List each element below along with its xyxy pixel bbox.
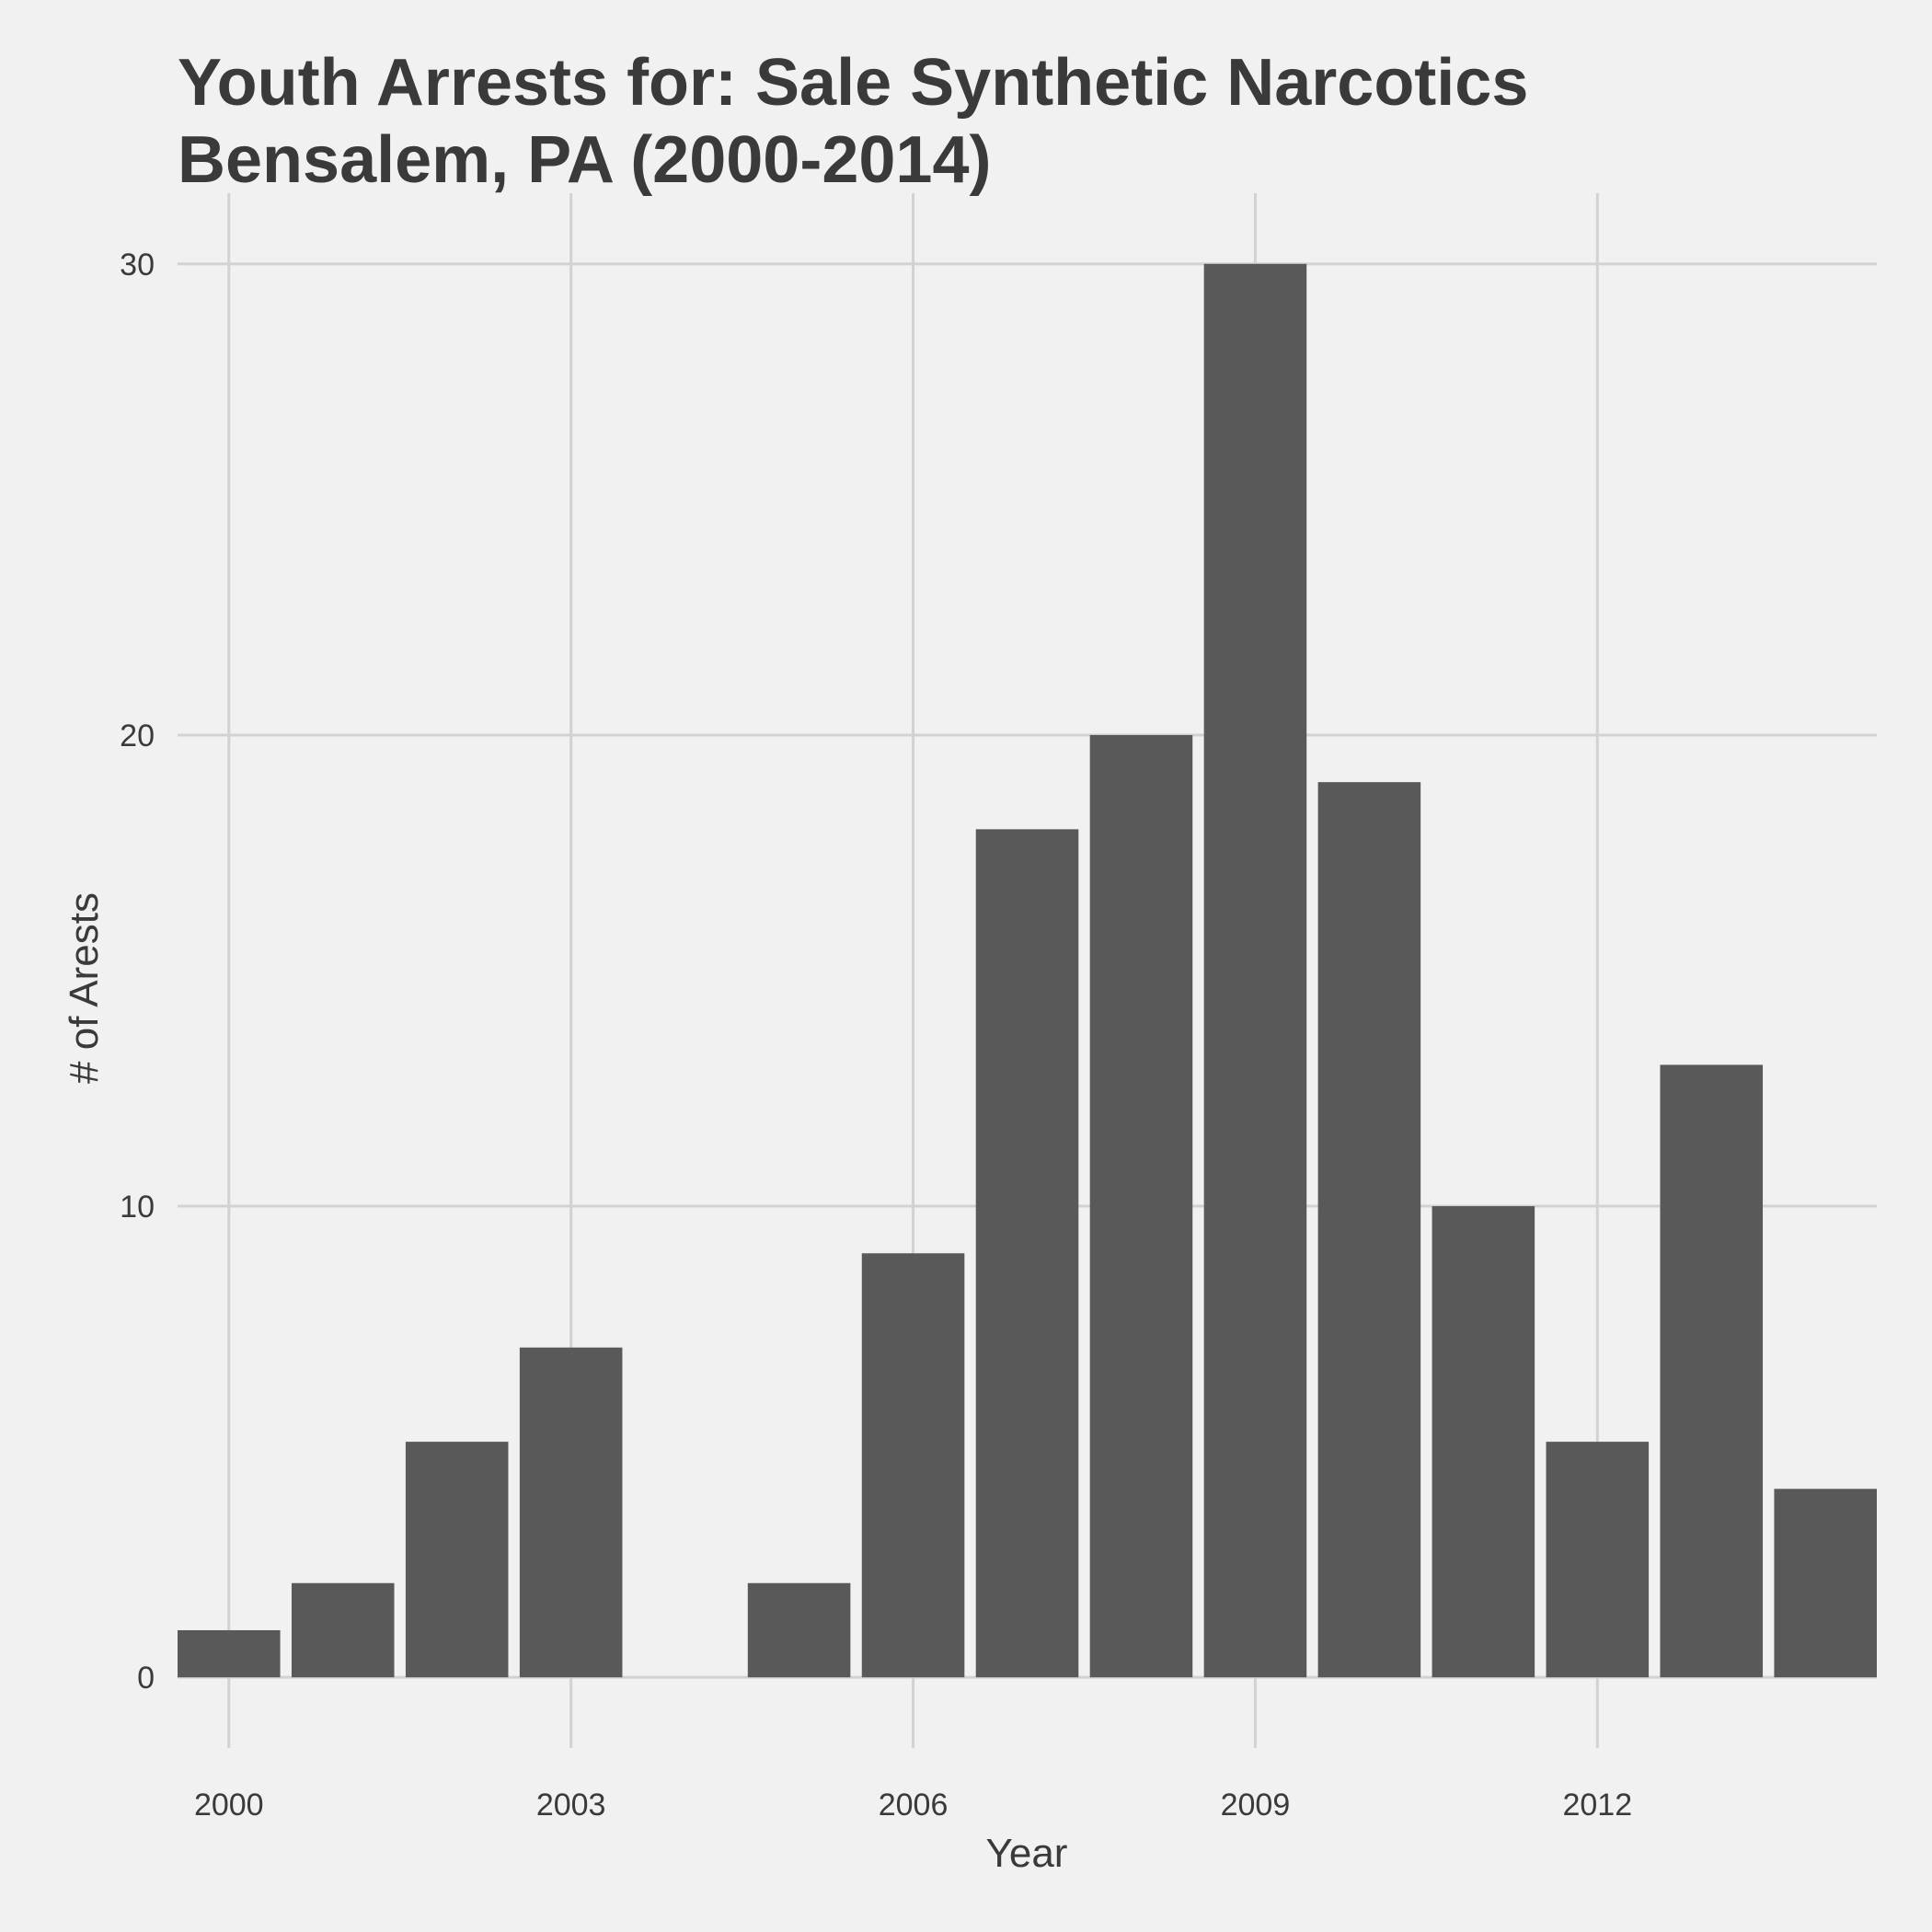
bar-2007 bbox=[975, 829, 1079, 1678]
chart-title: Youth Arrests for: Sale Synthetic Narcot… bbox=[178, 44, 1528, 199]
x-tick-label-2003: 2003 bbox=[536, 1788, 606, 1823]
bar-2000 bbox=[178, 1629, 281, 1678]
bar-2001 bbox=[291, 1582, 395, 1678]
chart-title-line-1: Youth Arrests for: Sale Synthetic Narcot… bbox=[178, 46, 1529, 120]
x-axis-title: Year bbox=[986, 1831, 1068, 1876]
chart-title-line-2: Bensalem, PA (2000-2014) bbox=[178, 123, 992, 197]
bars bbox=[178, 263, 1877, 1678]
bar-2002 bbox=[405, 1442, 509, 1678]
bar-2008 bbox=[1089, 734, 1193, 1678]
bar-2010 bbox=[1317, 782, 1421, 1678]
bar-2011 bbox=[1432, 1206, 1535, 1678]
x-tick-label-2009: 2009 bbox=[1221, 1788, 1291, 1823]
bar-2014 bbox=[1774, 1489, 1877, 1678]
bar-2012 bbox=[1546, 1442, 1650, 1678]
bar-2003 bbox=[519, 1347, 623, 1678]
y-axis-title: # of Arests bbox=[62, 892, 107, 1084]
y-axis-tick-labels: 0 10 20 30 bbox=[120, 247, 155, 1696]
x-tick-label-2012: 2012 bbox=[1562, 1788, 1632, 1823]
bar-2006 bbox=[861, 1253, 965, 1678]
y-tick-label-30: 30 bbox=[120, 247, 155, 282]
bar-2005 bbox=[747, 1582, 851, 1678]
y-tick-label-0: 0 bbox=[137, 1661, 155, 1696]
x-axis-tick-labels: 2000 2003 2006 2009 2012 bbox=[194, 1788, 1632, 1823]
bar-2013 bbox=[1660, 1064, 1764, 1678]
bar-2009 bbox=[1203, 263, 1307, 1678]
y-tick-label-20: 20 bbox=[120, 719, 155, 753]
x-tick-label-2000: 2000 bbox=[194, 1788, 264, 1823]
x-tick-label-2006: 2006 bbox=[879, 1788, 949, 1823]
y-tick-label-10: 10 bbox=[120, 1190, 155, 1225]
